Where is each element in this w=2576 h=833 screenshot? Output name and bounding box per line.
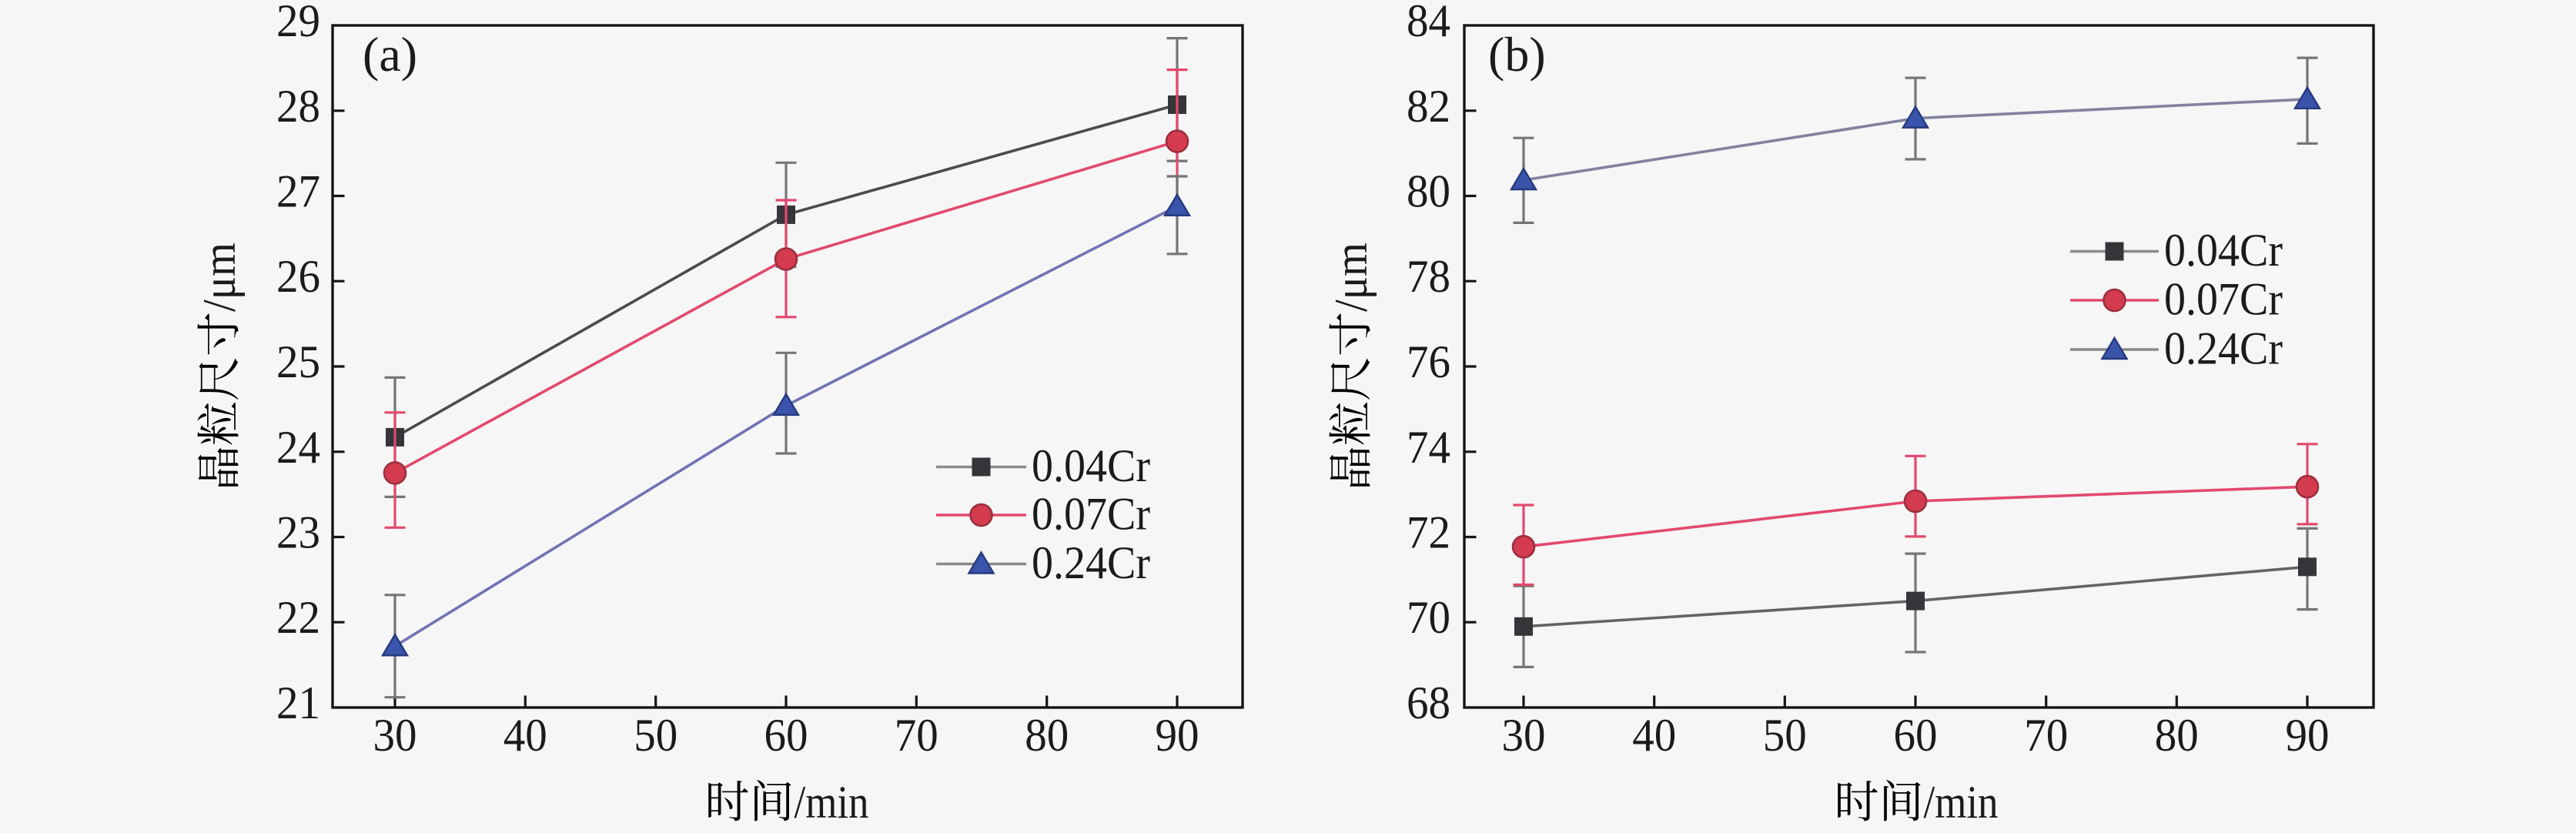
svg-text:/min: /min [1924,777,1999,828]
svg-text:72: 72 [1407,507,1450,558]
svg-text:0.07Cr: 0.07Cr [2164,274,2283,325]
svg-text:74: 74 [1407,422,1450,473]
svg-text:70: 70 [2024,710,2068,761]
svg-text:0.24Cr: 0.24Cr [1032,537,1150,588]
svg-text:26: 26 [276,251,320,302]
svg-text:90: 90 [2286,710,2330,761]
svg-text:50: 50 [1763,710,1807,761]
svg-text:0.24Cr: 0.24Cr [2164,323,2283,374]
svg-text:29: 29 [276,0,320,46]
svg-text:50: 50 [634,710,677,761]
svg-text:(b): (b) [1488,27,1546,82]
svg-text:84: 84 [1407,0,1450,46]
svg-text:(a): (a) [363,27,417,82]
svg-text:80: 80 [1025,710,1069,761]
svg-text:80: 80 [2155,710,2199,761]
svg-text:70: 70 [1407,592,1450,643]
svg-text:0.04Cr: 0.04Cr [1032,440,1150,491]
svg-text:70: 70 [895,710,938,761]
svg-text:68: 68 [1407,677,1450,728]
svg-text:90: 90 [1156,710,1199,761]
svg-text:21: 21 [276,677,320,728]
svg-text:60: 60 [1894,710,1938,761]
svg-text:24: 24 [276,422,320,473]
svg-text:82: 82 [1407,81,1450,132]
svg-text:80: 80 [1407,166,1450,217]
svg-text:40: 40 [503,710,547,761]
svg-text:/μm: /μm [1326,243,1377,312]
svg-text:0.04Cr: 0.04Cr [2164,225,2283,276]
svg-text:76: 76 [1407,336,1450,387]
svg-text:/min: /min [795,777,869,828]
svg-text:27: 27 [276,166,320,217]
svg-text:78: 78 [1407,251,1450,302]
svg-text:28: 28 [276,81,320,132]
svg-text:25: 25 [276,336,320,387]
svg-text:/μm: /μm [194,243,245,312]
svg-text:30: 30 [1502,710,1546,761]
svg-text:22: 22 [276,592,320,643]
svg-text:0.07Cr: 0.07Cr [1032,489,1150,540]
svg-text:40: 40 [1632,710,1676,761]
svg-text:23: 23 [276,507,320,558]
svg-text:30: 30 [373,710,417,761]
svg-text:60: 60 [764,710,808,761]
